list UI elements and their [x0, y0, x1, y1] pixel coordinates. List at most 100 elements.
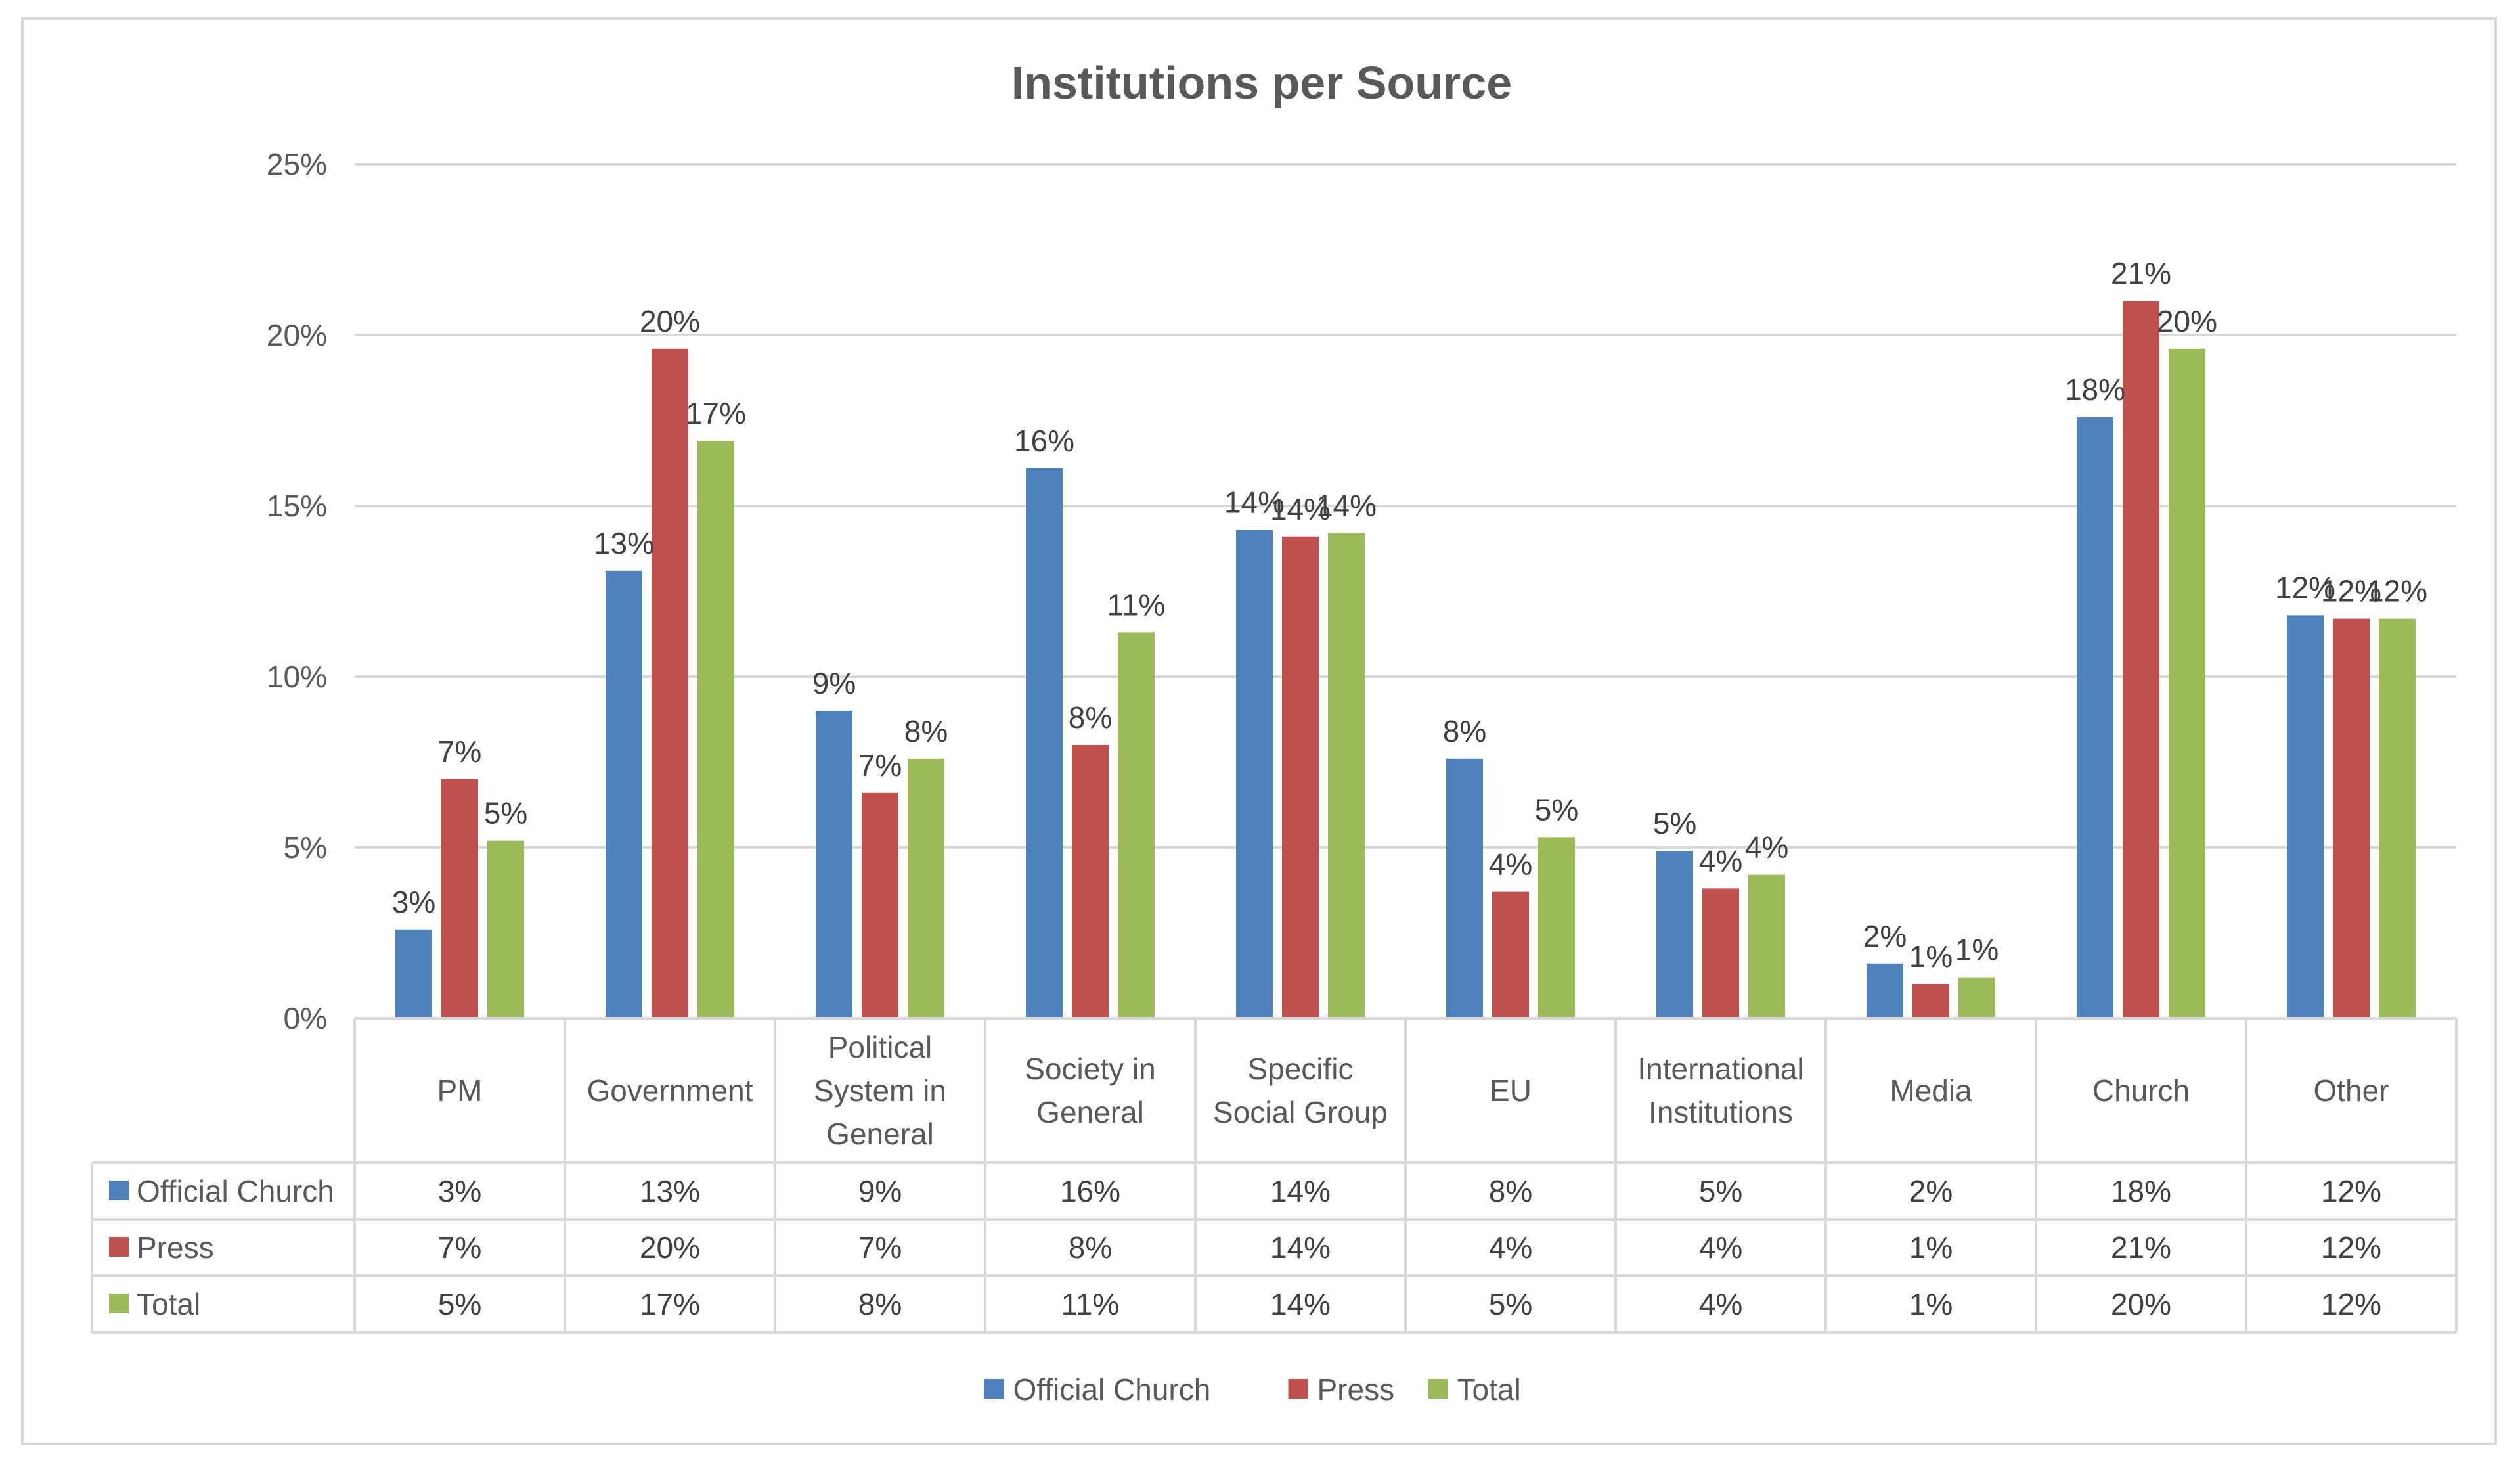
category-label: Institutions — [1648, 1095, 1793, 1129]
table-cell: 4% — [1489, 1230, 1532, 1265]
data-label: 4% — [1745, 830, 1788, 865]
bar — [1867, 963, 1903, 1018]
chart-svg: Institutions per Source 0% 5% 10% 15% 20% 25%… — [91, 57, 2458, 1407]
y-tick-label: 25% — [267, 147, 327, 181]
data-label: 14% — [1316, 489, 1377, 523]
table-cell: 2% — [1909, 1174, 1953, 1208]
data-label: 1% — [1955, 933, 1999, 967]
table-legend-swatch — [109, 1294, 129, 1313]
data-label: 12% — [2321, 574, 2381, 608]
legend-swatch — [1288, 1379, 1308, 1399]
table-cell: 14% — [1270, 1230, 1331, 1265]
table-cell: 7% — [858, 1230, 902, 1265]
data-label: 5% — [1653, 806, 1696, 840]
table-cell: 17% — [640, 1287, 700, 1321]
bar — [697, 441, 734, 1018]
table-cell: 8% — [858, 1287, 902, 1321]
data-label: 16% — [1014, 424, 1074, 458]
data-label: 12% — [2275, 570, 2335, 604]
legend-swatch — [984, 1379, 1004, 1399]
table-cell: 8% — [1489, 1174, 1532, 1208]
table-cell: 13% — [640, 1174, 700, 1208]
bar — [1072, 745, 1109, 1018]
table-cell: 12% — [2321, 1230, 2381, 1265]
data-label: 17% — [686, 396, 746, 430]
legend: Official Church Press Total — [984, 1372, 1521, 1407]
data-label: 7% — [858, 748, 902, 782]
table-cell: 11% — [1061, 1287, 1120, 1321]
data-label: 4% — [1699, 844, 1742, 878]
bar — [1702, 888, 1739, 1018]
bar — [1446, 758, 1483, 1018]
legend-label: Official Church — [1013, 1372, 1211, 1407]
bar — [652, 348, 688, 1018]
legend-label: Press — [1317, 1372, 1395, 1407]
y-tick-label: 20% — [267, 318, 327, 352]
table-cell: 20% — [640, 1230, 700, 1265]
table-legend-swatch — [109, 1237, 129, 1257]
legend-swatch — [1428, 1379, 1448, 1399]
data-label: 12% — [2367, 574, 2427, 608]
bars — [395, 301, 2416, 1018]
category-label: Political — [828, 1030, 933, 1064]
data-label: 9% — [812, 666, 856, 700]
table-cell: 18% — [2111, 1174, 2171, 1208]
category-label: Church — [2092, 1073, 2190, 1108]
data-label: 1% — [1909, 939, 1953, 974]
bar — [2077, 417, 2113, 1018]
bar — [606, 570, 642, 1018]
data-label: 13% — [594, 526, 654, 560]
bar — [2287, 615, 2324, 1018]
bar — [2333, 618, 2370, 1018]
data-label: 14% — [1270, 492, 1331, 526]
table-legend-swatch — [109, 1181, 129, 1200]
category-label: General — [1036, 1095, 1144, 1129]
category-label: General — [826, 1117, 934, 1151]
bar — [1492, 891, 1529, 1018]
data-labels: 3%13%9%16%14%8%5%2%18%12%7%20%7%8%14%4% 4… — [392, 256, 2427, 974]
bar — [1118, 632, 1155, 1018]
table-cell: 14% — [1270, 1174, 1331, 1208]
table-cell: 1% — [1909, 1230, 1953, 1265]
y-tick-label: 15% — [267, 489, 327, 523]
table-cell: 12% — [2321, 1174, 2381, 1208]
table-cell: 3% — [438, 1174, 481, 1208]
bar — [441, 779, 478, 1018]
y-tick-label: 0% — [284, 1001, 327, 1035]
bar — [1958, 977, 1995, 1018]
table-cell: 21% — [2111, 1230, 2171, 1265]
y-tick-label: 10% — [267, 660, 327, 694]
data-label: 14% — [1224, 485, 1285, 519]
bar — [395, 929, 432, 1018]
table-cell: 14% — [1270, 1287, 1331, 1321]
y-tick-label: 5% — [284, 830, 327, 865]
bar — [1538, 837, 1575, 1018]
table-cell: 9% — [858, 1174, 902, 1208]
bar — [862, 792, 898, 1018]
data-label: 20% — [2157, 304, 2217, 338]
table-cell: 12% — [2321, 1287, 2381, 1321]
data-label: 3% — [392, 885, 435, 919]
data-label: 2% — [1863, 919, 1907, 953]
chart-frame: Institutions per Source 0% 5% 10% 15% 20% 25%… — [21, 17, 2497, 1445]
bar — [1656, 851, 1693, 1018]
category-label: PM — [437, 1073, 483, 1108]
table-cell: 8% — [1069, 1230, 1112, 1265]
table-series-name: Total — [137, 1287, 200, 1321]
bar — [1236, 530, 1273, 1018]
table-series-name: Press — [137, 1230, 214, 1265]
table-cell: 5% — [1699, 1174, 1742, 1208]
data-label: 20% — [640, 304, 700, 338]
data-label: 7% — [438, 734, 481, 769]
table-cell: 16% — [1060, 1174, 1120, 1208]
data-label: 5% — [1535, 792, 1578, 826]
legend-label: Total — [1457, 1372, 1521, 1407]
data-label: 8% — [1069, 700, 1112, 734]
table-cell: 1% — [1909, 1287, 1953, 1321]
category-label: Society in — [1025, 1052, 1155, 1086]
table-cell: 20% — [2111, 1287, 2171, 1321]
category-label: Government — [586, 1073, 753, 1108]
category-label: Media — [1890, 1073, 1972, 1108]
data-table: PM Government Political System in General Soc… — [91, 1017, 2458, 1334]
bar — [1282, 536, 1319, 1018]
